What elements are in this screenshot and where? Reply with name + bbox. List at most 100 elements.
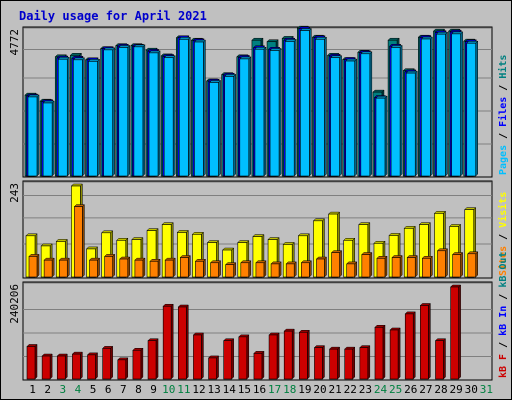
bar-side bbox=[248, 260, 252, 278]
legend-part: kB Out bbox=[498, 252, 509, 288]
x-axis-labels: 1 2 3 4 5 6 7 8 9 10 11 12 13 14 15 16 17 18 19 20 21 22 23 24 2… bbox=[29, 383, 493, 396]
bar-face bbox=[268, 334, 278, 380]
bar-face bbox=[102, 348, 111, 380]
bar-pages bbox=[224, 73, 237, 177]
bar-sites bbox=[330, 250, 343, 278]
legend-part: / bbox=[498, 336, 509, 354]
bar-face bbox=[466, 42, 477, 177]
bar-side bbox=[95, 352, 98, 380]
bar-sites bbox=[391, 254, 403, 278]
bar-top bbox=[358, 222, 371, 225]
bar-face bbox=[103, 49, 113, 177]
bar-face bbox=[284, 41, 295, 177]
bar-face bbox=[345, 60, 356, 177]
bar-side bbox=[67, 56, 70, 177]
bar-face bbox=[177, 306, 187, 380]
bar-pages bbox=[405, 70, 418, 177]
bar-top bbox=[224, 74, 237, 77]
x-tick-label: 4 bbox=[75, 383, 82, 396]
x-tick-label: 24 bbox=[374, 383, 388, 396]
bar-sites bbox=[255, 260, 267, 278]
bar-face bbox=[451, 33, 461, 177]
bar-kb-f bbox=[344, 346, 356, 380]
bar-face bbox=[285, 263, 295, 278]
bar-side bbox=[188, 36, 191, 177]
bar-face bbox=[359, 347, 369, 380]
x-tick-label: 2 bbox=[44, 383, 51, 396]
bar-face bbox=[163, 57, 174, 177]
bar-face bbox=[239, 58, 250, 177]
bar-face bbox=[283, 330, 293, 380]
bar-pages bbox=[299, 27, 312, 177]
bar-face bbox=[405, 72, 416, 177]
x-tick-label: 10 bbox=[162, 383, 175, 396]
bar-kb-f bbox=[313, 344, 326, 380]
bar-top bbox=[25, 233, 38, 237]
bar-face bbox=[132, 349, 142, 380]
bar-side bbox=[97, 58, 100, 177]
bar-pages bbox=[360, 51, 373, 177]
bar-face bbox=[437, 250, 446, 278]
bar-top bbox=[418, 222, 431, 225]
bar-face bbox=[134, 259, 144, 278]
chart-title: Daily usage for April 2021 bbox=[19, 9, 207, 23]
bar-kb-f bbox=[177, 304, 189, 380]
bar-face bbox=[406, 257, 416, 278]
bar-face bbox=[162, 305, 172, 380]
bar-top bbox=[101, 230, 114, 234]
legend-part: kB In bbox=[498, 306, 509, 336]
bar-face bbox=[422, 257, 431, 278]
bar-top bbox=[449, 224, 462, 227]
bar-sites bbox=[179, 254, 191, 278]
bar-sites bbox=[240, 260, 252, 278]
panel-legend: Sites / Visits bbox=[497, 192, 509, 276]
bar-face bbox=[88, 61, 98, 177]
bar-kb-f bbox=[298, 329, 310, 380]
bar-pages bbox=[193, 39, 207, 177]
bar-top bbox=[433, 211, 447, 214]
bar-sites bbox=[194, 258, 207, 278]
bar-face bbox=[436, 33, 446, 177]
bar-sites bbox=[467, 251, 479, 278]
bar-kb-f bbox=[419, 302, 431, 380]
bar-face bbox=[104, 256, 113, 278]
bar-face bbox=[301, 262, 310, 278]
x-tick-label: 18 bbox=[283, 383, 296, 396]
bar-face bbox=[208, 357, 217, 380]
legend-part: / bbox=[498, 228, 509, 246]
bar-top bbox=[403, 226, 416, 229]
x-tick-label: 11 bbox=[177, 383, 190, 396]
bar-side bbox=[201, 332, 204, 380]
bar-top bbox=[267, 237, 280, 240]
bar-kb-f bbox=[71, 351, 83, 380]
bar-face bbox=[223, 340, 232, 380]
x-tick-label: 5 bbox=[90, 383, 97, 396]
bar-face bbox=[329, 348, 338, 380]
x-tick-label: 13 bbox=[207, 383, 220, 396]
bar-sites bbox=[300, 260, 312, 278]
bar-pages bbox=[254, 46, 267, 177]
bar-face bbox=[254, 48, 265, 177]
bar-face bbox=[224, 76, 234, 177]
bar-face bbox=[450, 286, 459, 380]
x-tick-label: 8 bbox=[135, 383, 142, 396]
bar-pages bbox=[148, 50, 161, 177]
bar-side bbox=[155, 338, 159, 380]
bar-kb-f bbox=[328, 346, 341, 380]
bar-top bbox=[146, 228, 159, 231]
bar-side bbox=[172, 55, 176, 177]
panel-legend: kB F / kB In / kB Out bbox=[498, 252, 509, 378]
x-tick-label: 14 bbox=[223, 383, 237, 396]
bar-face bbox=[194, 41, 204, 177]
bar-top bbox=[71, 351, 83, 355]
bar-face bbox=[390, 47, 401, 177]
bar-side bbox=[186, 304, 189, 380]
bar-face bbox=[73, 59, 83, 177]
bar-sites bbox=[43, 257, 55, 278]
x-tick-label: 3 bbox=[60, 383, 67, 396]
bar-kb-f bbox=[374, 324, 386, 380]
bar-side bbox=[188, 254, 191, 278]
x-tick-label: 23 bbox=[359, 383, 372, 396]
bar-top bbox=[330, 250, 343, 253]
bar-top bbox=[372, 89, 385, 93]
